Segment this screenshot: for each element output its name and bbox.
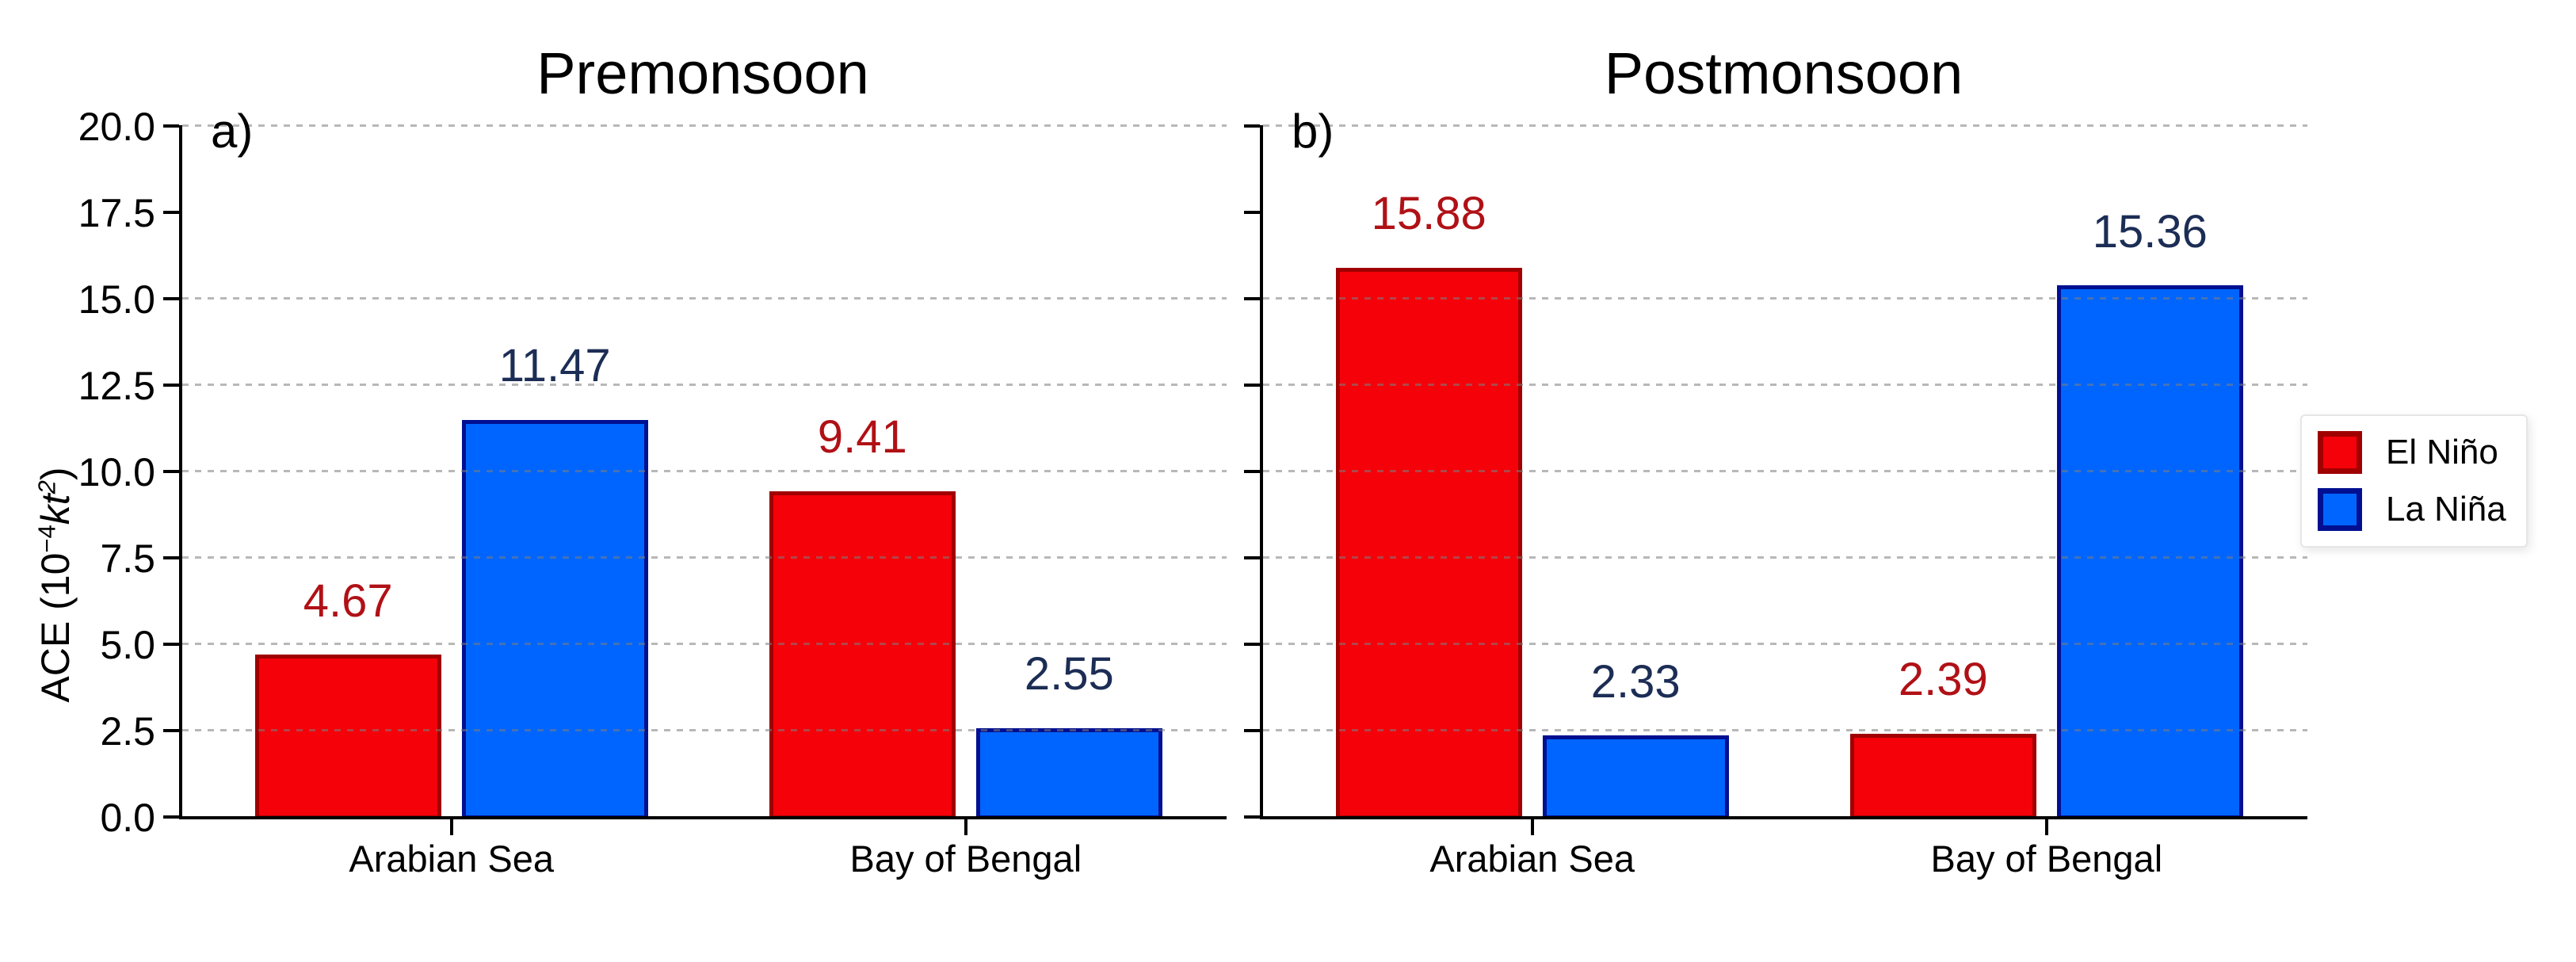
- y-axis-spine: [179, 125, 182, 819]
- legend-swatch: [2318, 488, 2362, 531]
- bar-la-nina: [461, 419, 648, 819]
- bar-value-label: 15.36: [2092, 205, 2208, 258]
- gridline: [182, 384, 1227, 386]
- gridline: [1263, 729, 2307, 731]
- x-axis-line: [179, 816, 1227, 819]
- bar-el-nino: [254, 655, 441, 819]
- x-category-label: Bay of Bengal: [1930, 838, 2163, 880]
- gridline: [182, 297, 1227, 300]
- y-tick: [1244, 297, 1260, 300]
- bar-value-label: 2.55: [1024, 648, 1114, 701]
- bar-el-nino: [1849, 733, 2036, 819]
- bar-la-nina: [1542, 735, 1729, 819]
- panel-letter: a): [211, 105, 254, 158]
- gridline: [182, 556, 1227, 559]
- legend-entry: La Niña: [2318, 488, 2526, 531]
- x-category-label: Arabian Sea: [349, 838, 555, 880]
- y-tick: [1244, 211, 1260, 214]
- y-axis-label: ACE (10−4kt2): [32, 467, 78, 703]
- gridline: [182, 124, 1227, 127]
- x-tick: [2044, 819, 2048, 835]
- gridline: [182, 729, 1227, 731]
- x-axis-line: [1260, 816, 2307, 819]
- legend-entry-label: La Niña: [2386, 490, 2506, 529]
- y-tick: [1244, 556, 1260, 559]
- x-category-label: Bay of Bengal: [849, 838, 1082, 880]
- y-tick: [163, 729, 179, 732]
- legend-entry: El Niño: [2318, 431, 2526, 474]
- bar-el-nino: [769, 491, 956, 819]
- y-tick: [163, 384, 179, 387]
- y-tick-label: 7.5: [100, 536, 155, 581]
- y-tick-label: 2.5: [100, 709, 155, 754]
- y-tick-label: 20.0: [78, 105, 155, 149]
- bar-value-label: 11.47: [498, 340, 611, 392]
- x-tick: [449, 819, 453, 835]
- gridline: [1263, 297, 2307, 300]
- y-tick: [163, 556, 179, 559]
- gridline: [1263, 643, 2307, 645]
- gridline: [182, 643, 1227, 645]
- bar-el-nino: [1335, 267, 1522, 819]
- y-tick: [1244, 124, 1260, 128]
- gridline: [1263, 384, 2307, 386]
- panel-title: Premonsoon: [536, 40, 869, 106]
- y-axis-spine: [1260, 125, 1263, 819]
- y-tick: [1244, 470, 1260, 473]
- y-tick-label: 17.5: [78, 191, 155, 235]
- gridline: [1263, 124, 2307, 127]
- y-tick: [1244, 384, 1260, 387]
- bar-value-label: 2.33: [1590, 655, 1681, 708]
- legend-swatch: [2318, 431, 2362, 474]
- y-tick: [1244, 729, 1260, 732]
- y-tick-label: 12.5: [78, 364, 155, 408]
- y-tick: [163, 297, 179, 300]
- y-tick-label: 15.0: [78, 277, 155, 322]
- legend: El Niño La Niña: [2300, 414, 2528, 548]
- y-tick: [1244, 815, 1260, 819]
- y-tick-label: 0.0: [100, 796, 155, 840]
- bar-la-nina: [975, 727, 1162, 819]
- panel-letter: b): [1292, 105, 1334, 158]
- y-tick: [163, 815, 179, 819]
- x-category-label: Arabian Sea: [1429, 838, 1635, 880]
- gridline: [182, 470, 1227, 472]
- bar-value-label: 4.67: [303, 575, 393, 627]
- y-tick: [163, 643, 179, 646]
- bar-value-label: 9.41: [817, 411, 907, 464]
- x-tick: [964, 819, 967, 835]
- y-tick: [163, 470, 179, 473]
- bar-value-label: 2.39: [1898, 654, 1988, 706]
- y-tick: [163, 124, 179, 128]
- y-tick: [163, 211, 179, 214]
- gridline: [1263, 556, 2307, 559]
- y-tick-label: 5.0: [100, 623, 155, 667]
- y-tick-label: 10.0: [78, 450, 155, 494]
- x-tick: [1530, 819, 1534, 835]
- panel-title: Postmonsoon: [1604, 40, 1963, 106]
- y-tick: [1244, 643, 1260, 646]
- bar-value-label: 15.88: [1371, 187, 1486, 239]
- bar-la-nina: [2056, 285, 2243, 819]
- gridline: [1263, 470, 2307, 472]
- legend-entry-label: El Niño: [2386, 433, 2498, 471]
